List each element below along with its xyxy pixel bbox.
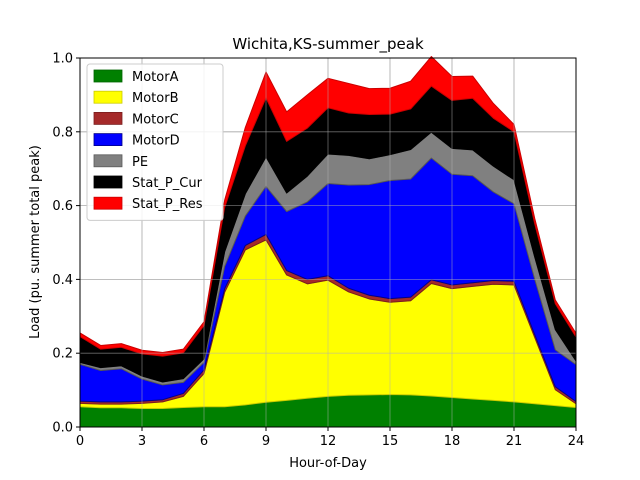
legend-label-stat-p-res: Stat_P_Res (132, 197, 203, 212)
legend-swatch-stat-p-cur (93, 175, 123, 189)
x-axis-ticks: 0 3 6 9 12 15 18 21 24 (76, 427, 584, 449)
x-tick-label: 21 (506, 434, 523, 449)
x-tick-label: 24 (568, 434, 585, 449)
y-tick-label: 0.8 (52, 125, 73, 140)
chart-title: Wichita,KS-summer_peak (232, 35, 424, 54)
x-tick-label: 6 (200, 434, 208, 449)
legend-swatch-stat-p-res (93, 196, 123, 210)
y-tick-label: 0.6 (52, 199, 73, 214)
legend-label-stat-p-cur: Stat_P_Cur (132, 176, 203, 191)
legend-label-motord: MotorD (132, 134, 180, 149)
x-tick-label: 9 (262, 434, 270, 449)
x-tick-label: 12 (320, 434, 337, 449)
legend-swatch-motora (93, 69, 123, 83)
legend-label-motorb: MotorB (132, 91, 178, 106)
y-tick-label: 1.0 (52, 52, 73, 67)
legend-label-motora: MotorA (132, 70, 179, 85)
y-tick-label: 0.0 (52, 421, 73, 436)
x-tick-label: 0 (76, 434, 84, 449)
y-axis-label: Load (pu. summer total peak) (28, 145, 43, 339)
x-tick-label: 15 (382, 434, 399, 449)
y-tick-label: 0.2 (52, 347, 73, 362)
legend: MotorA MotorB MotorC MotorD PE Stat_P_Cur Stat… (86, 63, 224, 221)
y-axis-ticks: 0.0 0.2 0.4 0.6 0.8 1.0 (52, 52, 80, 436)
y-tick-label: 0.4 (52, 273, 73, 288)
legend-label-pe: PE (132, 155, 148, 170)
legend-swatch-pe (93, 154, 123, 168)
legend-swatch-motord (93, 133, 123, 147)
x-axis-label: Hour-of-Day (289, 456, 367, 471)
legend-swatch-motorb (93, 90, 123, 104)
legend-swatch-motorc (93, 112, 123, 125)
x-tick-label: 18 (444, 434, 461, 449)
legend-label-motorc: MotorC (132, 112, 179, 127)
x-tick-label: 3 (138, 434, 146, 449)
